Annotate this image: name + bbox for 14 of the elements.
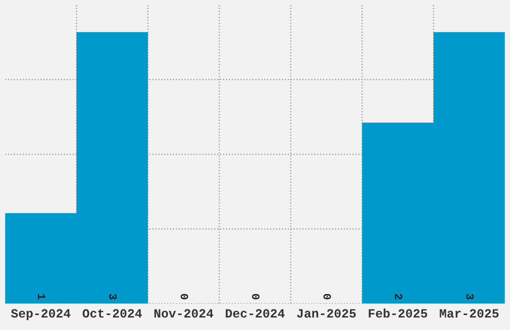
data-label: 0 <box>323 294 331 300</box>
data-label: 1 <box>38 294 46 300</box>
data-label: 0 <box>180 294 188 300</box>
data-label: 3 <box>109 294 117 300</box>
x-tick-label: Oct-2024 <box>82 309 142 318</box>
x-tick-label: Nov-2024 <box>154 309 214 318</box>
data-label: 0 <box>252 294 260 300</box>
x-tick-label: Feb-2025 <box>368 308 428 318</box>
data-label: 3 <box>466 294 474 300</box>
x-tick-label: Jan-2025 <box>297 309 356 318</box>
x-tick-label: Mar-2025 <box>440 309 499 318</box>
x-tick-label: Sep-2024 <box>11 309 70 320</box>
data-label: 2 <box>394 294 402 300</box>
x-tick-label: Dec-2024 <box>226 309 285 318</box>
